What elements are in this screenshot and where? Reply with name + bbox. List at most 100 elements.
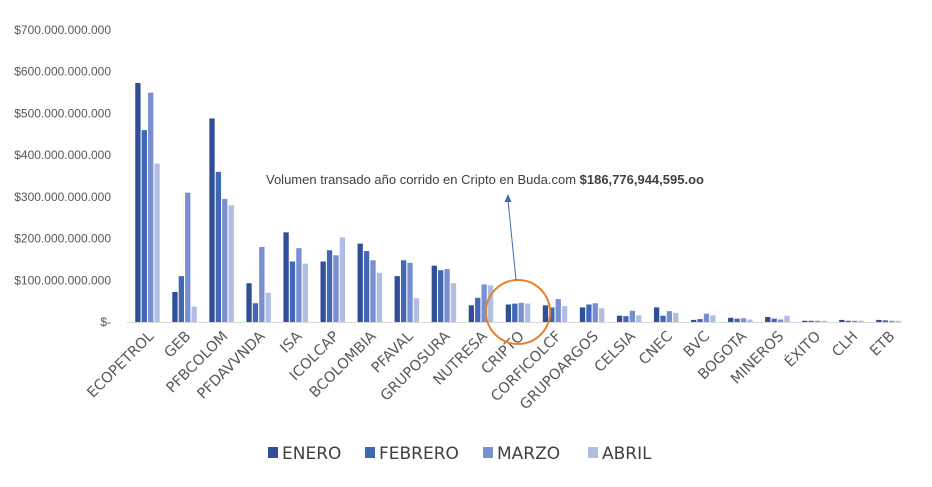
bar — [215, 171, 222, 322]
y-tick-label: $700.000.000.000 — [14, 23, 111, 37]
bar — [703, 313, 710, 322]
legend-label: MARZO — [497, 444, 560, 464]
bar — [802, 320, 808, 322]
x-tick-label: ISA — [277, 328, 305, 356]
bar — [413, 298, 420, 322]
bar — [246, 283, 252, 322]
bar — [740, 318, 747, 322]
bar — [209, 118, 215, 323]
bar — [154, 163, 160, 322]
y-tick-label: $100.000.000.000 — [14, 273, 111, 287]
bars-group — [135, 82, 901, 323]
bar — [889, 320, 895, 322]
bar — [259, 246, 265, 322]
bar — [512, 303, 518, 322]
bar — [265, 292, 271, 322]
bar — [784, 315, 790, 322]
bar — [524, 303, 531, 322]
legend-swatch — [483, 447, 493, 458]
bar — [320, 261, 326, 322]
bar — [252, 303, 259, 322]
bar — [376, 272, 383, 322]
bar — [148, 92, 154, 322]
bar — [505, 304, 512, 322]
bar — [653, 307, 660, 322]
legend-label: ABRIL — [602, 444, 652, 464]
bar — [296, 248, 302, 322]
legend-swatch — [268, 447, 278, 458]
x-tick-label: ECOPETROL — [84, 329, 157, 402]
bar — [852, 320, 858, 322]
legend-swatch — [365, 447, 375, 458]
legend-label: FEBRERO — [379, 444, 459, 464]
bar — [579, 307, 586, 322]
legend-label: ENERO — [282, 444, 341, 464]
bar — [542, 305, 549, 322]
bar — [734, 318, 740, 322]
x-tick-label: ÉXITO — [781, 328, 824, 371]
bar — [326, 250, 333, 322]
legend-swatch — [588, 447, 598, 458]
y-axis: $- $100.000.000.000 $200.000.000.000 $300.0… — [14, 23, 111, 329]
annotation-text: Volumen transado año corrido en Cripto e… — [266, 172, 704, 187]
bar — [562, 306, 568, 322]
bar — [629, 310, 635, 322]
y-tick-label: $200.000.000.000 — [14, 232, 111, 246]
bar — [673, 312, 679, 322]
bar — [858, 320, 864, 322]
bar — [771, 318, 777, 322]
bar — [444, 269, 450, 322]
bar — [821, 320, 827, 322]
bar — [339, 237, 345, 322]
bar — [370, 260, 376, 322]
x-tick-label: CELSIA — [592, 328, 639, 375]
bar — [814, 320, 821, 322]
bar — [475, 297, 481, 322]
y-tick-label: $400.000.000.000 — [14, 148, 111, 162]
arrowhead-icon — [504, 194, 512, 202]
bar — [191, 306, 197, 322]
bar — [549, 307, 555, 322]
bar — [623, 316, 629, 322]
bar — [845, 320, 851, 322]
x-tick-label: GEB — [162, 329, 195, 362]
bar — [481, 284, 487, 322]
bar — [450, 283, 457, 322]
bar — [882, 320, 888, 322]
bar — [185, 192, 191, 322]
bar — [747, 319, 753, 322]
bar — [394, 276, 400, 322]
bar — [222, 198, 228, 322]
x-tick-label: BVC — [681, 329, 713, 361]
bar — [876, 319, 882, 322]
bar — [666, 311, 673, 322]
bar — [141, 130, 147, 322]
bar — [777, 319, 784, 322]
bar — [178, 276, 184, 322]
bar — [586, 304, 592, 322]
bar — [765, 316, 771, 322]
bar — [172, 291, 178, 322]
bar — [691, 319, 697, 322]
bar — [839, 319, 845, 322]
bar — [228, 205, 234, 322]
highlight-circle — [485, 279, 551, 345]
y-tick-label: $600.000.000.000 — [14, 65, 111, 79]
bar — [697, 319, 703, 322]
x-tick-label: CNEC — [636, 329, 676, 369]
bar — [363, 251, 370, 322]
bar — [357, 243, 363, 322]
annotation-group: Volumen transado año corrido en Cripto e… — [266, 172, 704, 345]
y-tick-label: $300.000.000.000 — [14, 190, 111, 204]
bar — [302, 263, 308, 322]
y-tick-label: $500.000.000.000 — [14, 106, 111, 120]
x-tick-label: ETB — [867, 329, 898, 360]
bar — [518, 302, 524, 322]
bar — [660, 315, 666, 322]
bar — [333, 255, 339, 322]
bar — [710, 315, 716, 322]
legend: ENERO FEBRERO MARZO ABRIL — [268, 444, 652, 464]
bar — [895, 320, 901, 322]
